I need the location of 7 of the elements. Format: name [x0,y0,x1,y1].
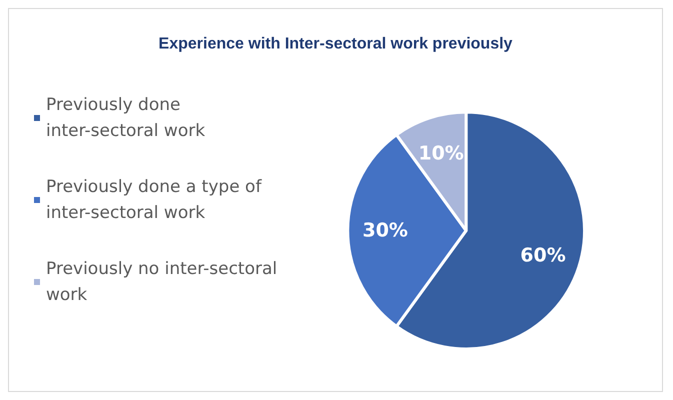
data-label: 10% [418,142,464,165]
chart-title: Experience with Inter-sectoral work previously [158,36,513,52]
legend-label: Previously no inter-sectoral work [46,259,283,305]
legend-label: Previously done inter-sectoral work [46,95,206,141]
data-label: 60% [520,244,566,267]
data-label: 30% [362,220,408,242]
legend-label: Previously done a type of inter-sectoral work [46,177,267,223]
